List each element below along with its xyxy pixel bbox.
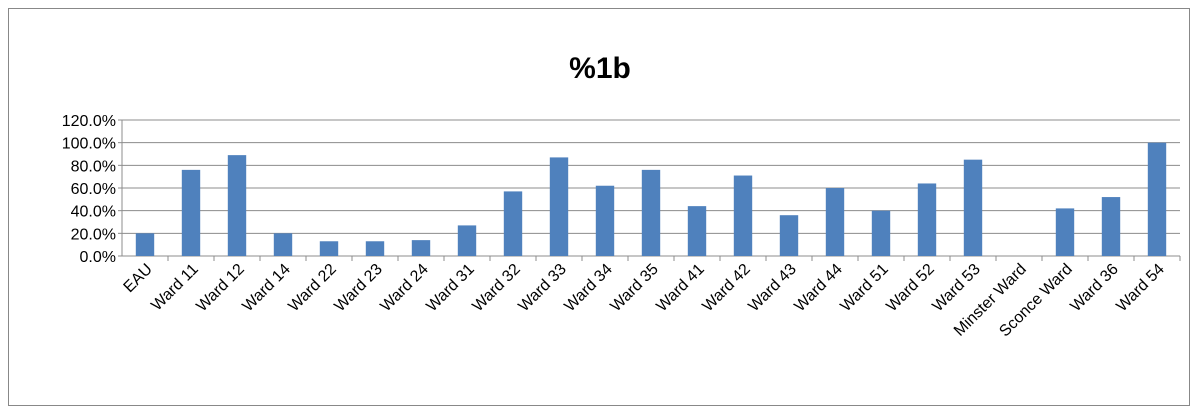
bar xyxy=(963,159,983,256)
y-tick-label: 80.0% xyxy=(71,158,116,175)
bar xyxy=(457,225,477,256)
y-tick-label: 120.0% xyxy=(62,113,116,130)
y-tick-label: 0.0% xyxy=(80,249,116,266)
bar xyxy=(733,175,753,256)
bar xyxy=(825,188,845,256)
chart-title: %1b xyxy=(569,52,631,85)
bar xyxy=(779,215,799,256)
y-tick-label: 60.0% xyxy=(71,181,116,198)
bar xyxy=(1147,142,1167,256)
y-tick-label: 20.0% xyxy=(71,226,116,243)
bar xyxy=(549,157,569,256)
bar xyxy=(181,169,201,256)
bar xyxy=(1055,208,1075,256)
bar xyxy=(411,240,431,256)
y-tick-label: 40.0% xyxy=(71,204,116,221)
bar xyxy=(1101,197,1121,256)
bar xyxy=(595,185,615,256)
bar xyxy=(273,233,293,256)
bar xyxy=(319,241,339,256)
bar xyxy=(503,191,523,256)
bar xyxy=(641,169,661,256)
bar xyxy=(871,210,891,256)
bar xyxy=(687,206,707,256)
bar xyxy=(135,233,155,256)
y-tick-label: 100.0% xyxy=(62,136,116,153)
bar xyxy=(227,155,247,256)
bar xyxy=(917,183,937,256)
bar xyxy=(365,241,385,256)
